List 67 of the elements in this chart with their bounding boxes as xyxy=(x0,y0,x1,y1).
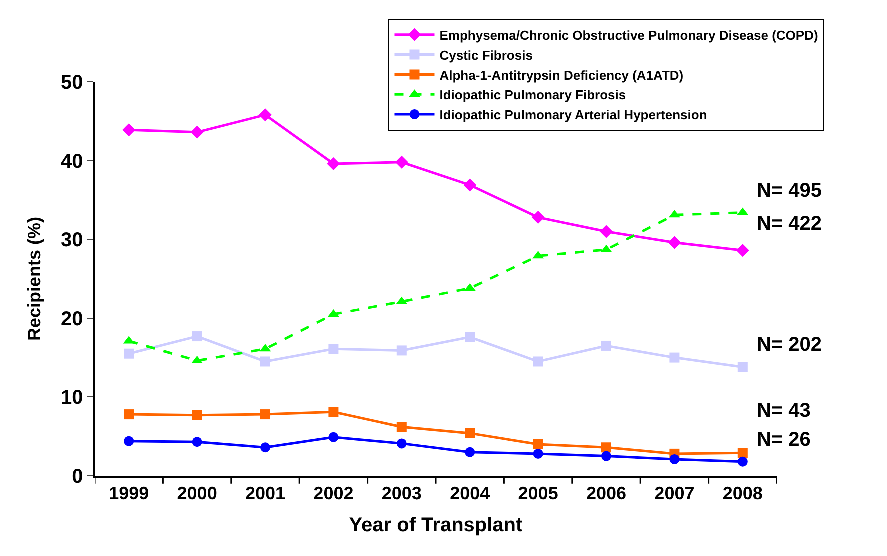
y-tick-label: 10 xyxy=(61,387,84,410)
point xyxy=(464,178,477,192)
annotation: N= 26 xyxy=(757,429,811,451)
point xyxy=(532,211,545,224)
annotation: N= 422 xyxy=(757,213,822,235)
x-tick-label: 2003 xyxy=(382,483,422,504)
x-tick-label: 2002 xyxy=(314,483,354,504)
point xyxy=(465,447,476,458)
point xyxy=(738,456,748,467)
point xyxy=(465,428,476,438)
point xyxy=(328,432,339,442)
point xyxy=(602,442,612,453)
point xyxy=(124,348,134,359)
x-tick-label: 2007 xyxy=(654,483,695,504)
point xyxy=(260,410,270,420)
point xyxy=(533,448,544,459)
point xyxy=(124,436,134,446)
point xyxy=(260,356,270,367)
y-tick-label: 0 xyxy=(72,466,84,488)
x-tick-label: 2000 xyxy=(177,483,218,504)
point xyxy=(192,410,202,420)
legend-label: Alpha-1-Antitrypsin Deficiency (A1ATD) xyxy=(440,68,684,83)
x-tick-label: 2008 xyxy=(722,483,763,504)
point xyxy=(396,438,407,449)
point xyxy=(328,344,339,354)
point xyxy=(738,362,748,372)
point xyxy=(738,448,748,458)
point xyxy=(395,156,408,169)
point xyxy=(533,356,544,367)
y-tick-label: 30 xyxy=(61,230,84,252)
point xyxy=(328,407,339,418)
point xyxy=(668,236,682,250)
x-axis-title: Year of Transplant xyxy=(349,514,524,536)
point xyxy=(327,157,340,170)
annotation: N= 495 xyxy=(757,180,822,202)
y-tick-label: 40 xyxy=(61,150,84,173)
point xyxy=(259,108,272,122)
x-tick-label: 1999 xyxy=(109,483,150,504)
point xyxy=(192,437,202,448)
point xyxy=(465,332,476,342)
point xyxy=(122,124,136,137)
annotation: N= 202 xyxy=(757,334,822,356)
annotation: N= 43 xyxy=(757,400,811,422)
point xyxy=(533,439,544,450)
legend-label: Idiopathic Pulmonary Fibrosis xyxy=(440,88,626,103)
point xyxy=(600,225,613,238)
y-axis-title: Recipients (%) xyxy=(24,216,45,342)
legend-label: Cystic Fibrosis xyxy=(440,48,533,63)
point xyxy=(670,454,680,464)
legend-label: Idiopathic Pulmonary Arterial Hypertension xyxy=(440,108,708,123)
x-tick-label: 2004 xyxy=(450,483,490,504)
point xyxy=(190,126,204,139)
y-tick-label: 50 xyxy=(61,72,84,94)
x-tick-label: 2001 xyxy=(245,483,286,504)
point xyxy=(192,332,202,342)
x-tick-label: 2005 xyxy=(518,483,558,504)
point xyxy=(124,410,134,420)
point xyxy=(260,442,270,453)
point xyxy=(602,451,612,462)
legend-label: Emphysema/Chronic Obstructive Pulmonary Disease (COPD) xyxy=(440,28,818,43)
point xyxy=(670,352,680,363)
point xyxy=(602,340,612,351)
x-tick-label: 2006 xyxy=(586,483,627,504)
point xyxy=(736,244,750,258)
point xyxy=(396,346,407,356)
point xyxy=(396,422,407,432)
y-tick-label: 20 xyxy=(61,308,84,330)
